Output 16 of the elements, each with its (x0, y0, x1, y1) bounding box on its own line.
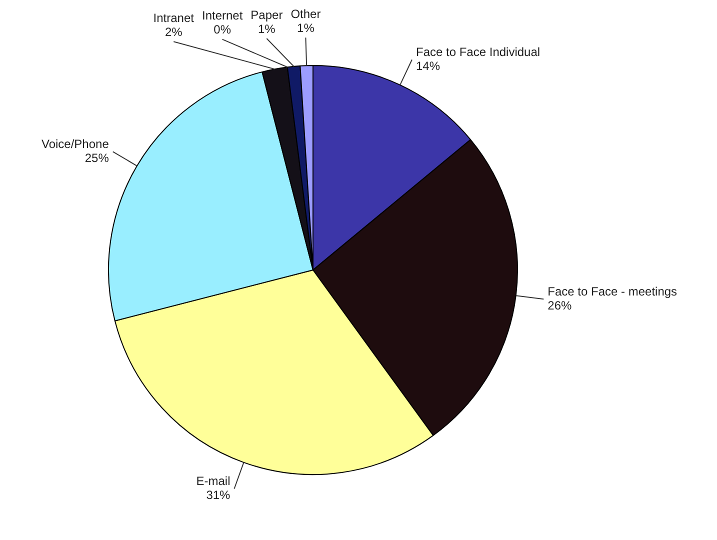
data-label: 26% (548, 298, 572, 312)
data-label: 2% (164, 24, 183, 39)
text: 0% (214, 22, 231, 37)
slice-label: Paper (250, 8, 283, 22)
slice-label: Face to Face - meetings (548, 284, 678, 298)
data-label: 1% (258, 22, 276, 36)
data-label: 14% (416, 58, 440, 73)
data-label: 25% (84, 150, 110, 165)
category-label: Internet (202, 8, 243, 23)
data-label: 31% (206, 488, 231, 502)
slice-label: Intranet (153, 10, 195, 25)
data-label: 1% (297, 20, 315, 35)
slice-label: Other (290, 6, 321, 21)
slice-label: Voice/Phone (41, 136, 110, 151)
slice-label: E-mail (196, 474, 230, 488)
slice-label: Face to Face Individual (416, 44, 540, 59)
